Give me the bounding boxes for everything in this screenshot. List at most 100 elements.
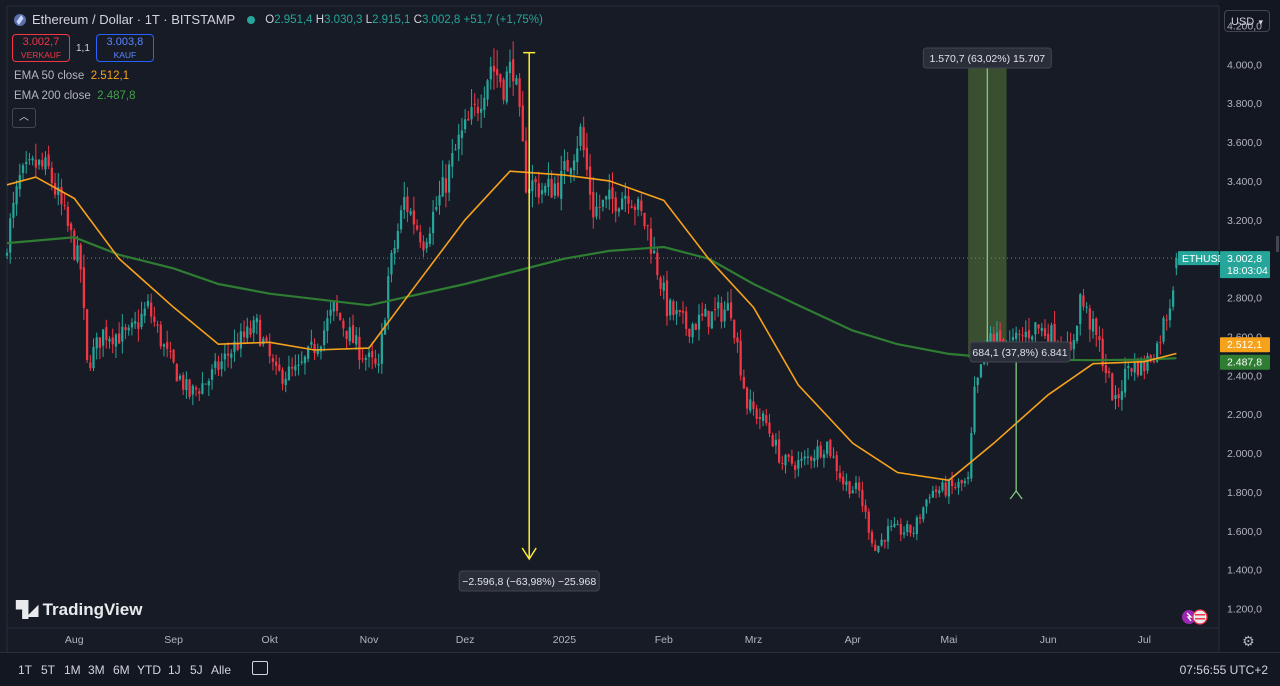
candle-body [909, 524, 912, 533]
currency-select[interactable]: USD ▾ [1224, 10, 1270, 32]
candle-body [556, 182, 560, 196]
x-tick-label: Okt [262, 634, 278, 646]
chart-background [0, 0, 1280, 652]
candle-body [242, 331, 246, 338]
candle-body [992, 334, 995, 343]
candle-body [364, 357, 367, 360]
candle-body [505, 71, 508, 102]
candle-body [271, 358, 275, 362]
candle-body [572, 160, 576, 171]
candle-body [886, 526, 890, 542]
candle-body [274, 361, 278, 366]
candle-body [752, 401, 755, 409]
range-ytd[interactable]: YTD [137, 663, 161, 677]
buy-button[interactable]: 3.003,8 KAUF [95, 34, 154, 62]
candle-body [1175, 258, 1178, 269]
candle-body [278, 364, 281, 371]
candle-body [793, 465, 797, 470]
candle-body [729, 302, 733, 319]
candle-body [323, 330, 326, 346]
candle-body [739, 340, 742, 376]
range-1m[interactable]: 1M [64, 663, 81, 677]
candle-body [710, 311, 713, 329]
candle-body [326, 318, 329, 331]
candle-body [355, 335, 358, 345]
range-5t[interactable]: 5T [41, 663, 56, 677]
candle-body [870, 531, 874, 544]
candle-body [444, 178, 448, 193]
range-1t[interactable]: 1T [18, 663, 33, 677]
candle-body [37, 159, 41, 166]
measure-label-down: −2.596,8 (−63,98%) −25.968 [462, 576, 596, 588]
events-flags-icon[interactable] [1180, 608, 1210, 626]
candle-body [653, 250, 656, 254]
candle-body [172, 349, 175, 363]
symbol-title[interactable]: Ethereum / Dollar · 1T · BITSTAMP [32, 12, 236, 27]
candle-body [691, 324, 694, 338]
candle-body [941, 482, 944, 491]
range-alle[interactable]: Alle [211, 663, 232, 677]
candle-body [842, 476, 845, 485]
candle-body [124, 327, 127, 330]
candle-body [73, 230, 76, 260]
candle-body [393, 248, 396, 254]
y-tick-label: 2.400,0 [1227, 370, 1262, 382]
tradingview-logo: ▜◢ TradingView [16, 600, 143, 619]
candle-body [361, 358, 364, 360]
price-chart[interactable]: 1.200,0 1.400,0 1.600,0 1.800,0 2.000,0 2.200… [0, 0, 1280, 652]
candle-body [441, 176, 444, 197]
candle-body [467, 118, 470, 121]
calendar-icon[interactable] [252, 661, 268, 675]
candle-body [473, 103, 476, 105]
collapse-legend-button[interactable]: ︿ [12, 108, 36, 128]
candle-body [345, 330, 348, 339]
range-3m[interactable]: 3M [88, 663, 105, 677]
ema200-badge: 2.487,8 [1227, 357, 1262, 369]
candle-body [25, 162, 28, 164]
candle-body [1168, 308, 1172, 321]
candle-body [162, 344, 166, 347]
candle-body [662, 282, 665, 291]
candle-body [646, 225, 649, 227]
candle-body [454, 149, 457, 151]
sell-button[interactable]: 3.002,7 VERKAUF [12, 34, 70, 62]
candle-body [159, 324, 162, 347]
candle-body [63, 204, 66, 206]
candle-body [1015, 332, 1018, 339]
candle-body [265, 337, 268, 342]
candle-body [771, 434, 774, 447]
candle-body [758, 416, 761, 420]
candle-body [765, 415, 768, 424]
clock[interactable]: 07:56:55 UTC+2 [1179, 663, 1268, 677]
candle-body [486, 80, 489, 100]
candle-body [348, 327, 351, 342]
candle-body [53, 183, 57, 195]
measure-arrowhead-small [1009, 489, 1023, 500]
candle-body [874, 544, 877, 551]
candle-body [191, 385, 194, 395]
ohlc-values: O2.951,4 H3.030,3 L2.915,1 C3.002,8 +51,… [265, 13, 543, 26]
candle-body [576, 148, 579, 163]
candle-body [918, 517, 922, 519]
ema50-legend[interactable]: EMA 50 close 2.512,1 [14, 70, 130, 82]
candle-body [415, 225, 419, 230]
range-5j[interactable]: 5J [190, 663, 203, 677]
candle-body [451, 153, 454, 167]
y-tick-label: 1.200,0 [1227, 604, 1262, 616]
candle-body [810, 456, 813, 461]
range-6m[interactable]: 6M [113, 663, 130, 677]
candle-body [518, 78, 521, 107]
candle-body [21, 165, 25, 173]
candle-body [582, 127, 585, 151]
x-tick-label: 2025 [553, 634, 577, 646]
candle-body [800, 458, 803, 461]
candle-body [82, 267, 86, 308]
candle-body [127, 327, 130, 331]
ema200-legend[interactable]: EMA 200 close 2.487,8 [14, 90, 136, 102]
candle-body [678, 309, 681, 312]
candle-body [214, 361, 217, 368]
range-1j[interactable]: 1J [168, 663, 181, 677]
x-tick-label: Jul [1138, 634, 1151, 646]
symbol-tag: ETHUSD [1182, 253, 1226, 265]
gear-icon[interactable]: ⚙ [1242, 633, 1255, 649]
